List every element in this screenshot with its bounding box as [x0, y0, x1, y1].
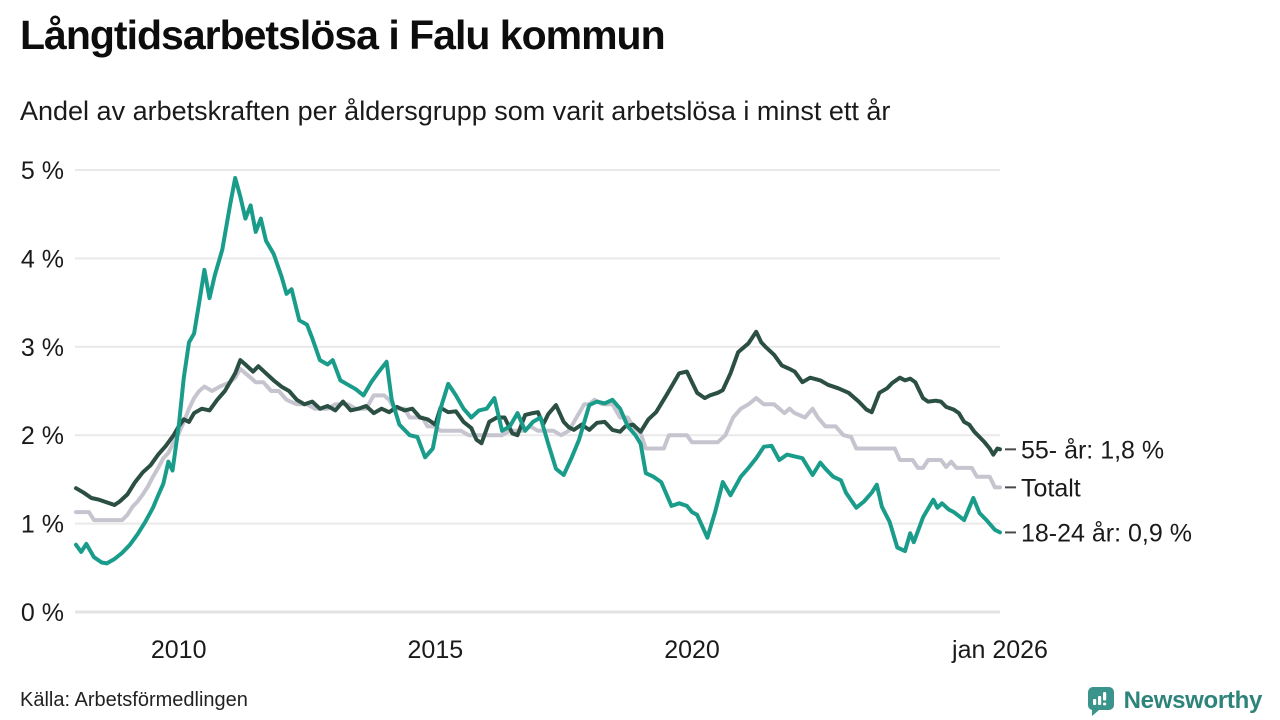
- y-tick-label: 2 %: [21, 422, 64, 450]
- series-end-label: 18-24 år: 0,9 %: [1021, 519, 1192, 547]
- series-line-18-24-r: [74, 176, 1002, 566]
- y-tick-label: 0 %: [21, 599, 64, 627]
- x-tick-label: 2015: [408, 636, 464, 664]
- source-note: Källa: Arbetsförmedlingen: [20, 689, 248, 711]
- newsworthy-logo: Newsworthy: [1085, 685, 1262, 716]
- series-end-label: Totalt: [1021, 474, 1081, 502]
- series-line-totalt: [74, 366, 1002, 523]
- chart-subtitle: Andel av arbetskraften per åldersgrupp s…: [20, 96, 891, 126]
- x-tick-label: 2020: [664, 636, 720, 664]
- x-tick-label: jan 2026: [951, 636, 1048, 664]
- y-tick-label: 4 %: [21, 245, 64, 273]
- series-end-label: 55- år: 1,8 %: [1021, 436, 1164, 464]
- y-tick-label: 5 %: [21, 157, 64, 185]
- newsworthy-brand-text: Newsworthy: [1123, 686, 1263, 714]
- x-tick-label: 2010: [151, 636, 207, 664]
- newsworthy-bubble-chart-icon: [1087, 687, 1114, 716]
- series-line-55-r: [74, 329, 1002, 507]
- y-tick-label: 1 %: [21, 511, 64, 539]
- y-tick-label: 3 %: [21, 334, 64, 362]
- chart-title: Långtidsarbetslösa i Falu kommun: [20, 12, 666, 58]
